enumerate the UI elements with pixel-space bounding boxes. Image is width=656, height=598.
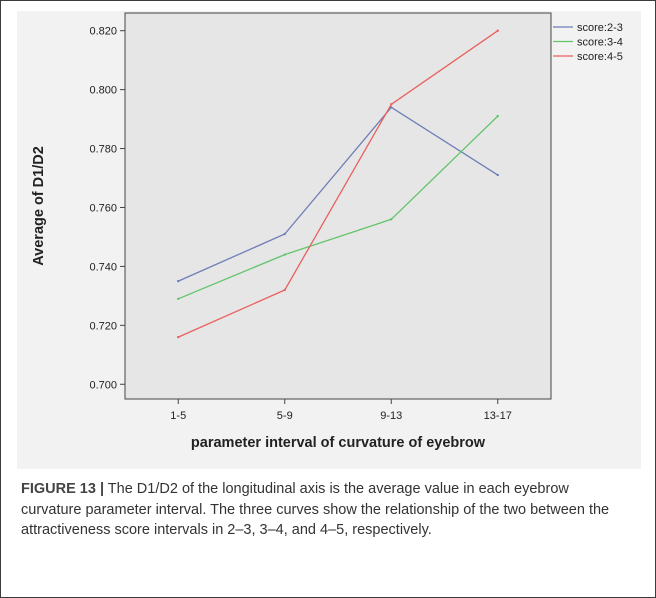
- y-axis-label: Average of D1/D2: [31, 146, 47, 266]
- data-point: [283, 232, 286, 236]
- x-tick-label: 9-13: [380, 410, 402, 422]
- figure-caption: FIGURE 13 | The D1/D2 of the longitudina…: [21, 479, 633, 541]
- legend-label: score:3-4: [577, 37, 623, 49]
- data-point: [177, 297, 180, 301]
- data-point: [390, 103, 393, 106]
- data-point: [283, 253, 286, 256]
- y-tick-label: 0.820: [89, 26, 117, 38]
- data-point: [177, 335, 180, 339]
- data-point: [496, 114, 499, 118]
- y-tick-label: 0.760: [89, 202, 117, 214]
- y-tick-label: 0.780: [89, 144, 117, 156]
- x-tick-label: 1-5: [170, 410, 186, 422]
- y-tick-label: 0.800: [89, 85, 117, 97]
- chart-area: 0.700 0.720 0.740 0.760 0.780 0.800 0.820 1-5 5-…: [17, 11, 641, 469]
- plot-area: [124, 12, 552, 400]
- figure-label: FIGURE 13 |: [21, 481, 105, 497]
- y-tick-label: 0.740: [89, 261, 117, 273]
- y-tick-label: 0.700: [89, 379, 117, 391]
- y-tick-label: 0.720: [89, 320, 117, 332]
- line-chart: 0.700 0.720 0.740 0.760 0.780 0.800 0.820 1-5 5-…: [31, 12, 623, 451]
- legend-label: score:4-5: [577, 51, 623, 63]
- data-point: [496, 29, 499, 32]
- series-line: [178, 106, 499, 282]
- series-line: [178, 115, 499, 300]
- legend-label: score:2-3: [577, 22, 623, 34]
- data-point: [496, 173, 499, 177]
- data-point: [283, 288, 286, 292]
- x-axis-label: parameter interval of curvature of eyebr…: [191, 435, 486, 451]
- data-point: [390, 218, 393, 221]
- x-tick-label: 13-17: [484, 410, 512, 422]
- caption-text: The D1/D2 of the longitudinal axis is th…: [21, 481, 610, 539]
- data-point: [177, 279, 180, 283]
- series-line: [178, 30, 499, 338]
- x-tick-label: 5-9: [277, 410, 293, 422]
